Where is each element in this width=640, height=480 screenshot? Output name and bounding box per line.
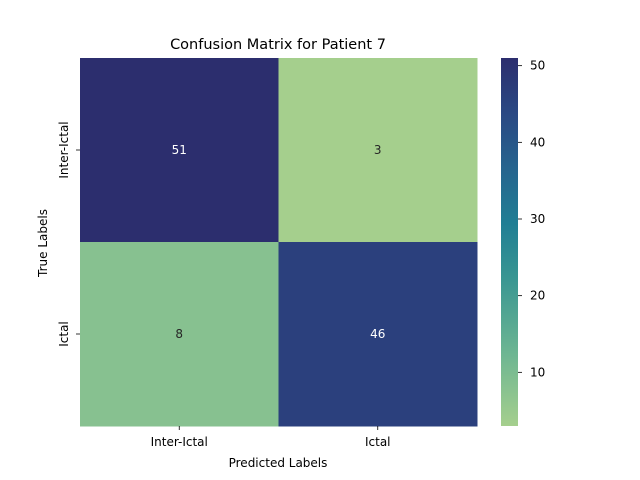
y-axis-ticks: Inter-Ictal Ictal bbox=[57, 121, 80, 347]
heatmap-cells bbox=[80, 58, 478, 427]
heatmap-cell bbox=[278, 58, 478, 243]
x-tick-label: Ictal bbox=[365, 435, 391, 449]
y-axis-label: True Labels bbox=[36, 209, 50, 278]
colorbar: 10 20 30 40 50 bbox=[501, 58, 545, 426]
chart-title: Confusion Matrix for Patient 7 bbox=[170, 37, 386, 53]
cell-value-label: 8 bbox=[175, 327, 183, 341]
heatmap-cell bbox=[278, 242, 478, 427]
cell-value-labels: 51 3 8 46 bbox=[172, 143, 386, 341]
y-tick-label: Inter-Ictal bbox=[57, 121, 71, 178]
x-tick-label: Inter-Ictal bbox=[151, 435, 208, 449]
colorbar-tick-label: 30 bbox=[530, 212, 545, 226]
heatmap-cell bbox=[80, 58, 279, 243]
colorbar-ticks: 10 20 30 40 50 bbox=[518, 59, 545, 379]
colorbar-tick-label: 40 bbox=[530, 135, 545, 149]
cell-value-label: 46 bbox=[370, 327, 385, 341]
y-tick-label: Ictal bbox=[57, 321, 71, 347]
heatmap-cell bbox=[80, 242, 279, 427]
x-axis-ticks: Inter-Ictal Ictal bbox=[151, 426, 391, 449]
colorbar-tick-label: 20 bbox=[530, 289, 545, 303]
colorbar-tick-label: 50 bbox=[530, 59, 545, 73]
colorbar-gradient bbox=[501, 58, 518, 426]
cell-value-label: 3 bbox=[374, 143, 382, 157]
colorbar-tick-label: 10 bbox=[530, 365, 545, 379]
cell-value-label: 51 bbox=[172, 143, 187, 157]
x-axis-label: Predicted Labels bbox=[229, 456, 328, 470]
